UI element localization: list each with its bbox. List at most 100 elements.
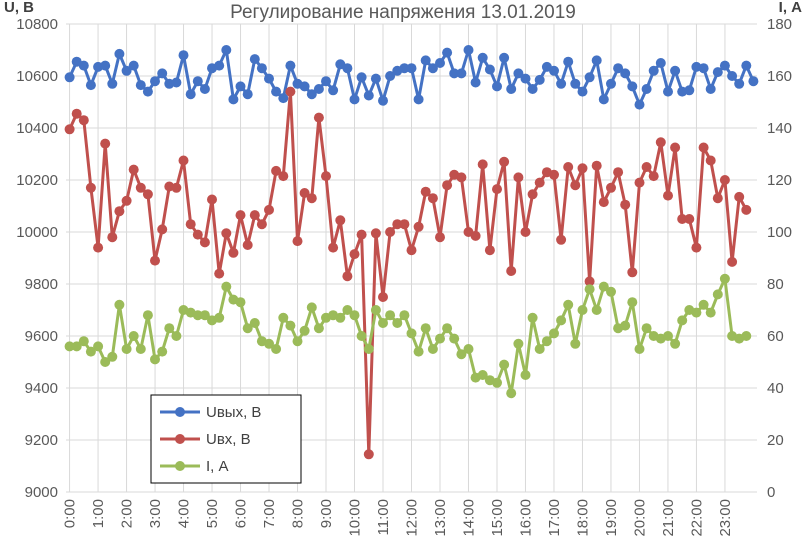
data-point [328, 85, 339, 96]
data-point [492, 81, 502, 92]
data-point [598, 197, 609, 208]
data-point [477, 159, 488, 170]
data-point [93, 242, 104, 253]
left-axis-title: U, В [4, 0, 34, 16]
data-point [620, 68, 631, 79]
data-point [741, 60, 752, 71]
left-tick-label: 10200 [16, 172, 58, 189]
data-point [121, 195, 132, 206]
data-point [741, 331, 752, 341]
x-tick-label: 13:00 [432, 499, 449, 537]
data-point [513, 338, 524, 349]
data-point [321, 171, 331, 182]
data-point [456, 172, 467, 183]
data-point [556, 315, 567, 326]
data-point [271, 344, 282, 354]
data-point [492, 184, 502, 195]
data-point [292, 236, 303, 247]
data-point [178, 50, 189, 61]
data-point [164, 323, 175, 334]
data-point [278, 93, 289, 104]
data-point [477, 370, 488, 380]
data-point [442, 47, 453, 58]
x-tick-label: 4:00 [176, 499, 193, 528]
x-tick-label: 11:00 [375, 499, 392, 535]
data-point [712, 67, 723, 78]
data-point [85, 80, 96, 91]
left-tick-label: 10000 [16, 224, 58, 241]
data-point [634, 177, 645, 188]
data-point [577, 163, 588, 174]
data-point [705, 84, 716, 94]
data-point [563, 162, 574, 172]
data-point [442, 323, 453, 334]
data-point [249, 318, 260, 328]
data-point [292, 336, 303, 347]
data-point [670, 142, 681, 153]
data-point [413, 94, 424, 105]
data-point [634, 99, 645, 110]
data-point [677, 214, 688, 224]
data-point [435, 58, 445, 68]
right-tick-label: 80 [767, 276, 784, 293]
data-point [378, 318, 388, 328]
x-tick-label: 22:00 [688, 499, 705, 537]
data-point [399, 63, 410, 74]
data-point [477, 52, 488, 63]
right-tick-label: 0 [767, 484, 775, 501]
data-point [556, 234, 567, 245]
data-point [199, 310, 210, 321]
data-point [192, 310, 203, 321]
right-axis-title: I, А [779, 0, 803, 16]
data-point [228, 247, 239, 258]
data-point [570, 180, 581, 191]
left-tick-label: 9200 [25, 432, 58, 449]
right-tick-label: 40 [767, 380, 784, 397]
data-point [370, 305, 381, 315]
left-tick-label: 9800 [25, 276, 58, 293]
data-point [264, 73, 274, 84]
data-point [157, 68, 168, 79]
data-point [727, 256, 738, 267]
data-point [606, 286, 616, 297]
data-point [100, 357, 111, 367]
data-point [349, 94, 360, 105]
data-point [648, 65, 659, 76]
data-point [563, 299, 574, 310]
data-point [342, 271, 353, 282]
data-point [698, 63, 709, 74]
data-point [484, 245, 495, 256]
data-point [663, 86, 673, 97]
data-point [242, 240, 253, 250]
data-point [278, 312, 289, 323]
data-point [527, 189, 538, 200]
data-point [271, 165, 282, 176]
data-point [214, 312, 225, 323]
data-point [278, 171, 289, 182]
data-point [734, 78, 745, 89]
data-point [114, 206, 125, 217]
data-point [370, 228, 381, 239]
x-tick-label: 9:00 [318, 499, 335, 528]
data-point [135, 344, 146, 354]
data-point [221, 228, 232, 239]
data-point [128, 60, 139, 71]
data-point [435, 333, 445, 344]
data-point [499, 156, 510, 167]
data-point [506, 266, 517, 276]
data-point [235, 210, 246, 221]
data-point [499, 52, 510, 63]
data-point [541, 336, 552, 347]
data-point [470, 230, 481, 241]
x-tick-label: 14:00 [460, 499, 477, 537]
data-point [370, 73, 381, 84]
data-point [221, 281, 232, 292]
data-point [705, 155, 716, 166]
x-tick-label: 17:00 [546, 499, 563, 537]
data-point [313, 112, 324, 123]
data-point [499, 359, 510, 370]
data-point [584, 276, 595, 287]
data-point [71, 108, 82, 119]
data-point [420, 323, 431, 334]
data-point [150, 76, 160, 87]
